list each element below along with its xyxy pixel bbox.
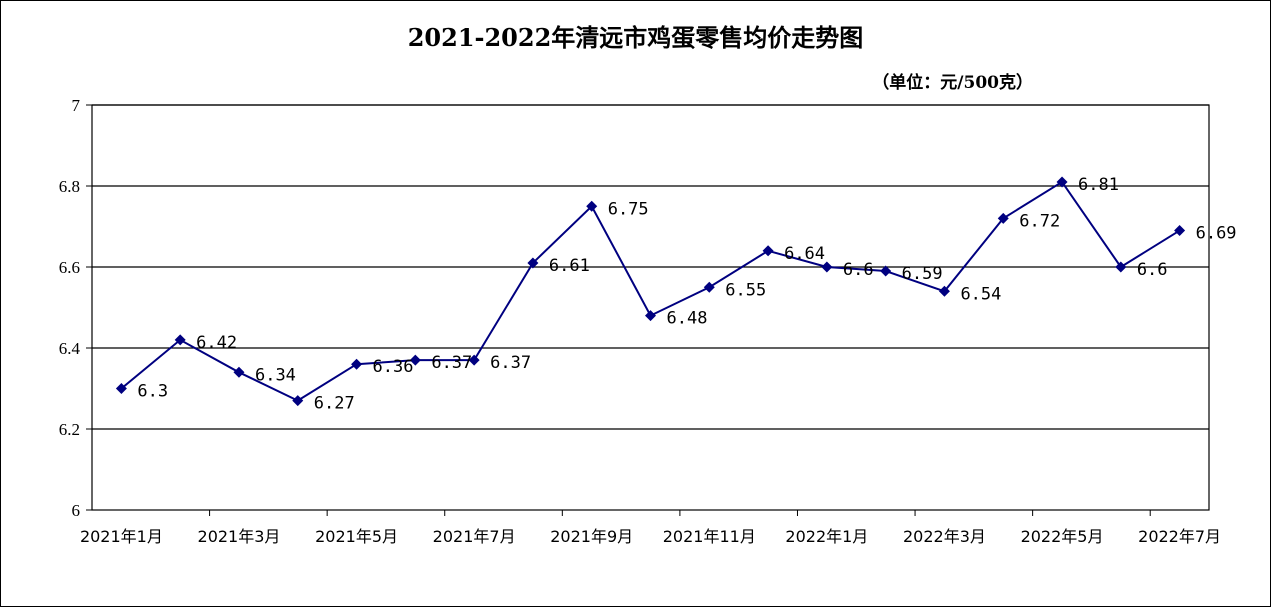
data-point [1174, 225, 1186, 237]
data-point [938, 285, 950, 297]
y-tick-label: 6.2 [59, 420, 80, 439]
data-label: 6.6 [1137, 260, 1168, 280]
x-tick-label: 2021年5月 [315, 527, 398, 546]
data-label: 6.64 [784, 244, 825, 264]
data-point [645, 310, 656, 322]
x-tick-labels: 2021年1月 2021年3月 2021年5月 2021年7月 2021年9月 2021年… [80, 527, 1221, 546]
x-tick-label: 2021年1月 [80, 527, 163, 546]
x-tick-label: 2022年7月 [1138, 527, 1221, 546]
data-point [292, 395, 304, 407]
data-label: 6.81 [1078, 175, 1119, 195]
data-label: 6.75 [608, 199, 649, 219]
x-tick-label: 2021年11月 [663, 527, 756, 546]
x-tick-label: 2021年3月 [198, 527, 281, 546]
data-point [527, 257, 539, 269]
data-point [233, 366, 245, 378]
data-label: 6.34 [255, 365, 296, 385]
x-tick-label: 2022年5月 [1021, 527, 1104, 546]
data-label: 6.27 [314, 394, 355, 414]
data-label: 6.42 [196, 333, 237, 353]
data-label: 6.69 [1196, 224, 1237, 244]
data-label: 6.6 [843, 260, 874, 280]
data-labels: 6.3 6.42 6.34 6.27 6.36 6.37 6.37 6.61 6.75 6.48 6… [137, 175, 1236, 414]
y-tick-label: 6 [72, 501, 81, 520]
data-point [174, 334, 186, 346]
data-label: 6.48 [667, 309, 708, 329]
data-label: 6.72 [1019, 211, 1060, 231]
data-point [1056, 176, 1068, 188]
axes [86, 104, 1210, 516]
data-label: 6.37 [490, 353, 531, 373]
data-label: 6.61 [549, 256, 590, 276]
y-tick-label: 7 [72, 96, 81, 115]
y-tick-labels: 6 6.2 6.4 6.6 6.8 7 [59, 96, 81, 520]
data-point [1115, 261, 1127, 273]
data-point [351, 358, 363, 370]
data-label: 6.37 [431, 353, 472, 373]
x-tick-label: 2022年1月 [785, 527, 868, 546]
data-point [586, 200, 598, 212]
y-tick-label: 6.6 [59, 258, 80, 277]
data-label: 6.59 [902, 264, 943, 284]
data-point [762, 245, 774, 257]
data-point [997, 212, 1009, 224]
data-point [821, 261, 833, 273]
x-tick-label: 2021年7月 [433, 527, 516, 546]
x-tick-label: 2021年9月 [550, 527, 633, 546]
data-label: 6.3 [137, 382, 168, 402]
data-point [880, 265, 892, 277]
y-tick-label: 6.4 [59, 339, 81, 358]
x-tick-label: 2022年3月 [903, 527, 986, 546]
data-points [115, 176, 1186, 407]
data-point [703, 281, 715, 293]
plot-area [91, 104, 1210, 511]
data-point [409, 354, 421, 366]
y-tick-label: 6.8 [59, 177, 80, 196]
data-label: 6.36 [373, 357, 414, 377]
unit-label: （单位：元/500克） [872, 73, 1033, 93]
data-point [115, 383, 127, 394]
data-label: 6.54 [960, 284, 1001, 304]
data-point [468, 354, 480, 366]
data-label: 6.55 [725, 280, 766, 300]
chart-title: 2021-2022年清远市鸡蛋零售均价走势图 [407, 23, 864, 52]
